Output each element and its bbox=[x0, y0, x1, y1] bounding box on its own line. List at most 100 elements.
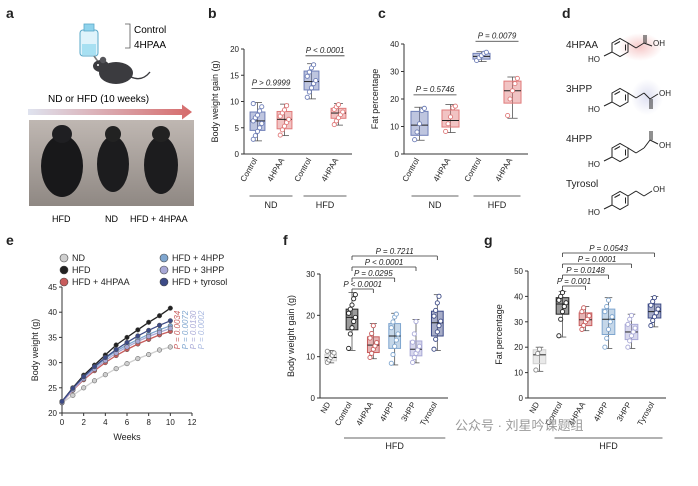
series-point bbox=[102, 372, 108, 378]
data-point bbox=[304, 94, 310, 100]
data-point bbox=[443, 128, 449, 134]
data-point bbox=[277, 132, 283, 138]
legend-marker bbox=[159, 253, 169, 263]
series-point bbox=[146, 327, 152, 333]
category-label: ND bbox=[528, 400, 542, 415]
group-oh-4hpaa: OH bbox=[653, 39, 665, 48]
y-axis-label: Fat percentage bbox=[494, 304, 504, 365]
category-label: Control bbox=[333, 400, 354, 427]
y-tick-label: 0 bbox=[519, 394, 524, 403]
category-label: 4HPAA bbox=[354, 400, 375, 427]
group-label: HFD bbox=[385, 441, 404, 451]
photo-label-nd: ND bbox=[105, 214, 118, 224]
compound-label-4hpp: 4HPP bbox=[566, 134, 592, 145]
y-tick-label: 20 bbox=[514, 343, 523, 352]
data-point bbox=[335, 102, 342, 108]
mouse-photo-hfd bbox=[41, 125, 83, 197]
group-ho-tyrosol: HO bbox=[588, 208, 600, 217]
sig-label: P = 0.5746 bbox=[416, 85, 455, 94]
y-tick-label: 40 bbox=[48, 308, 57, 317]
category-label: ND bbox=[319, 400, 333, 415]
data-point bbox=[331, 350, 337, 356]
y-tick-label: 30 bbox=[390, 68, 399, 77]
series-line-5 bbox=[61, 320, 171, 402]
data-point bbox=[352, 292, 358, 298]
group-oh-4hpp: OH bbox=[659, 141, 671, 150]
data-point bbox=[581, 305, 587, 311]
data-point bbox=[609, 314, 615, 320]
data-point bbox=[436, 323, 442, 329]
series-point bbox=[146, 319, 152, 325]
group-label: HFD bbox=[599, 441, 618, 451]
category-label: 3HPP bbox=[615, 401, 633, 424]
series-point bbox=[91, 378, 98, 384]
category-label: Control bbox=[239, 156, 260, 183]
data-point bbox=[586, 313, 592, 319]
series-point bbox=[135, 356, 141, 362]
data-point bbox=[281, 123, 288, 129]
series-point bbox=[81, 374, 87, 380]
data-point bbox=[411, 354, 417, 361]
chart-body-weight-gain-f: 0 10 20 30 Body weight gain (g) ND Control 4HPA… bbox=[286, 247, 448, 451]
data-point bbox=[535, 350, 541, 357]
data-point bbox=[374, 340, 380, 346]
p-value-label: P = 0.0034 bbox=[173, 310, 182, 349]
series-point bbox=[146, 333, 152, 339]
data-point bbox=[349, 302, 355, 308]
series-point bbox=[113, 346, 119, 353]
data-point bbox=[279, 127, 285, 133]
data-point bbox=[390, 319, 396, 325]
data-point bbox=[257, 125, 263, 131]
chart-fat-percentage-c: 0 10 20 30 40 Fat percentage Control 4HPAA Contr… bbox=[370, 31, 528, 210]
mouse-photo-nd bbox=[97, 126, 129, 192]
data-point bbox=[604, 335, 610, 341]
category-label: 4HPP bbox=[378, 401, 396, 424]
legend-4hpaa: 4HPAA bbox=[134, 40, 166, 51]
structure-4hpaa bbox=[603, 33, 662, 61]
series-point bbox=[167, 318, 173, 324]
data-point bbox=[286, 116, 292, 122]
data-point bbox=[254, 128, 261, 134]
y-tick-label: 0 bbox=[395, 150, 400, 159]
mouse-icon bbox=[93, 56, 151, 84]
data-point bbox=[410, 339, 416, 345]
data-point bbox=[412, 137, 418, 143]
series-point bbox=[113, 366, 119, 372]
category-label: 4HPAA bbox=[432, 156, 453, 183]
legend-marker bbox=[59, 253, 69, 263]
x-tick-label: 2 bbox=[81, 418, 86, 427]
data-point bbox=[352, 314, 358, 320]
data-point bbox=[632, 325, 638, 331]
y-tick-label: 5 bbox=[235, 124, 240, 133]
data-point bbox=[259, 121, 265, 127]
data-point bbox=[367, 335, 373, 341]
series-point bbox=[81, 385, 87, 391]
data-point bbox=[579, 326, 585, 332]
legend-label: HFD bbox=[72, 265, 91, 275]
group-label: ND bbox=[265, 200, 278, 210]
data-point bbox=[514, 75, 520, 81]
y-axis-label: Body weight gain (g) bbox=[210, 60, 220, 142]
group-oh-3hpp: OH bbox=[659, 89, 671, 98]
series-point bbox=[113, 342, 119, 348]
x-tick-label: 4 bbox=[103, 418, 108, 427]
y-tick-label: 35 bbox=[48, 333, 57, 342]
y-tick-label: 40 bbox=[390, 40, 399, 49]
y-tick-label: 30 bbox=[514, 318, 523, 327]
series-point bbox=[124, 334, 130, 340]
legend-bracket bbox=[125, 23, 131, 49]
sig-label: P = 0.7211 bbox=[376, 247, 414, 256]
data-point bbox=[625, 321, 631, 327]
group-ho-3hpp: HO bbox=[588, 105, 600, 114]
panel-letter-g: g bbox=[484, 232, 493, 248]
x-axis-label: Weeks bbox=[113, 432, 141, 442]
y-tick-label: 50 bbox=[514, 267, 523, 276]
data-point bbox=[421, 105, 427, 111]
group-label: ND bbox=[429, 200, 442, 210]
data-point bbox=[436, 293, 442, 299]
data-point bbox=[433, 336, 439, 342]
panel-letter-f: f bbox=[283, 232, 288, 248]
y-tick-label: 30 bbox=[306, 270, 315, 279]
data-point bbox=[411, 331, 417, 337]
series-point bbox=[59, 398, 65, 404]
